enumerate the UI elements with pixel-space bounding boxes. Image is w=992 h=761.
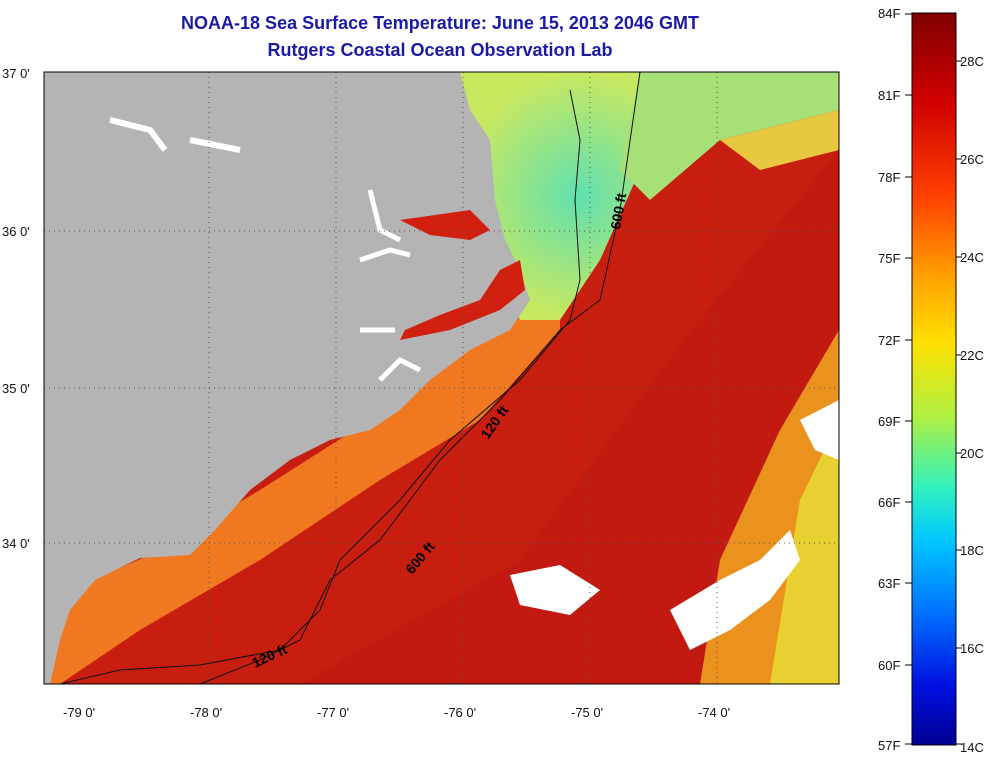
lon-label: -77 0' [317,705,349,720]
chart-subtitle: Rutgers Coastal Ocean Observation Lab [267,40,613,60]
grid-lines [44,72,839,684]
lat-label: 36 0' [2,224,30,239]
colorbar-f-label: 60F [878,658,901,673]
colorbar-c-label: 18C [960,543,984,558]
lon-label: -75 0' [571,705,603,720]
colorbar [911,12,957,746]
lat-label: 37 0' [2,66,30,81]
colorbar-f-label: 57F [878,738,901,753]
colorbar-c-label: 28C [960,54,984,69]
lat-label: 35 0' [2,381,30,396]
colorbar-f-label: 75F [878,251,901,266]
colorbar-f-label: 72F [878,333,901,348]
map-frame [43,71,840,685]
colorbar-c-label: 22C [960,348,984,363]
lon-label: -79 0' [63,705,95,720]
lon-label: -74 0' [698,705,730,720]
contour-label: 600 ft [607,191,629,230]
colorbar-c-label: 16C [960,641,984,656]
colorbar-f-label: 78F [878,170,901,185]
lon-label: -76 0' [444,705,476,720]
contour-600ft [199,72,641,684]
lat-label: 34 0' [2,536,30,551]
colorbar-f-label: 66F [878,495,901,510]
chart-title: NOAA-18 Sea Surface Temperature: June 15… [181,13,699,33]
colorbar-f-label: 81F [878,88,901,103]
lon-label: -78 0' [190,705,222,720]
colorbar-f-label: 69F [878,414,901,429]
colorbar-f-label: 84F [878,6,901,21]
colorbar-c-label: 24C [960,250,984,265]
colorbar-c-label: 20C [960,446,984,461]
colorbar-c-label: 26C [960,152,984,167]
colorbar-c-label: 14C [960,740,984,755]
land-mass [44,72,530,684]
colorbar-f-label: 63F [878,576,901,591]
cloud-patch [510,565,600,615]
contour-120ft [59,89,581,684]
